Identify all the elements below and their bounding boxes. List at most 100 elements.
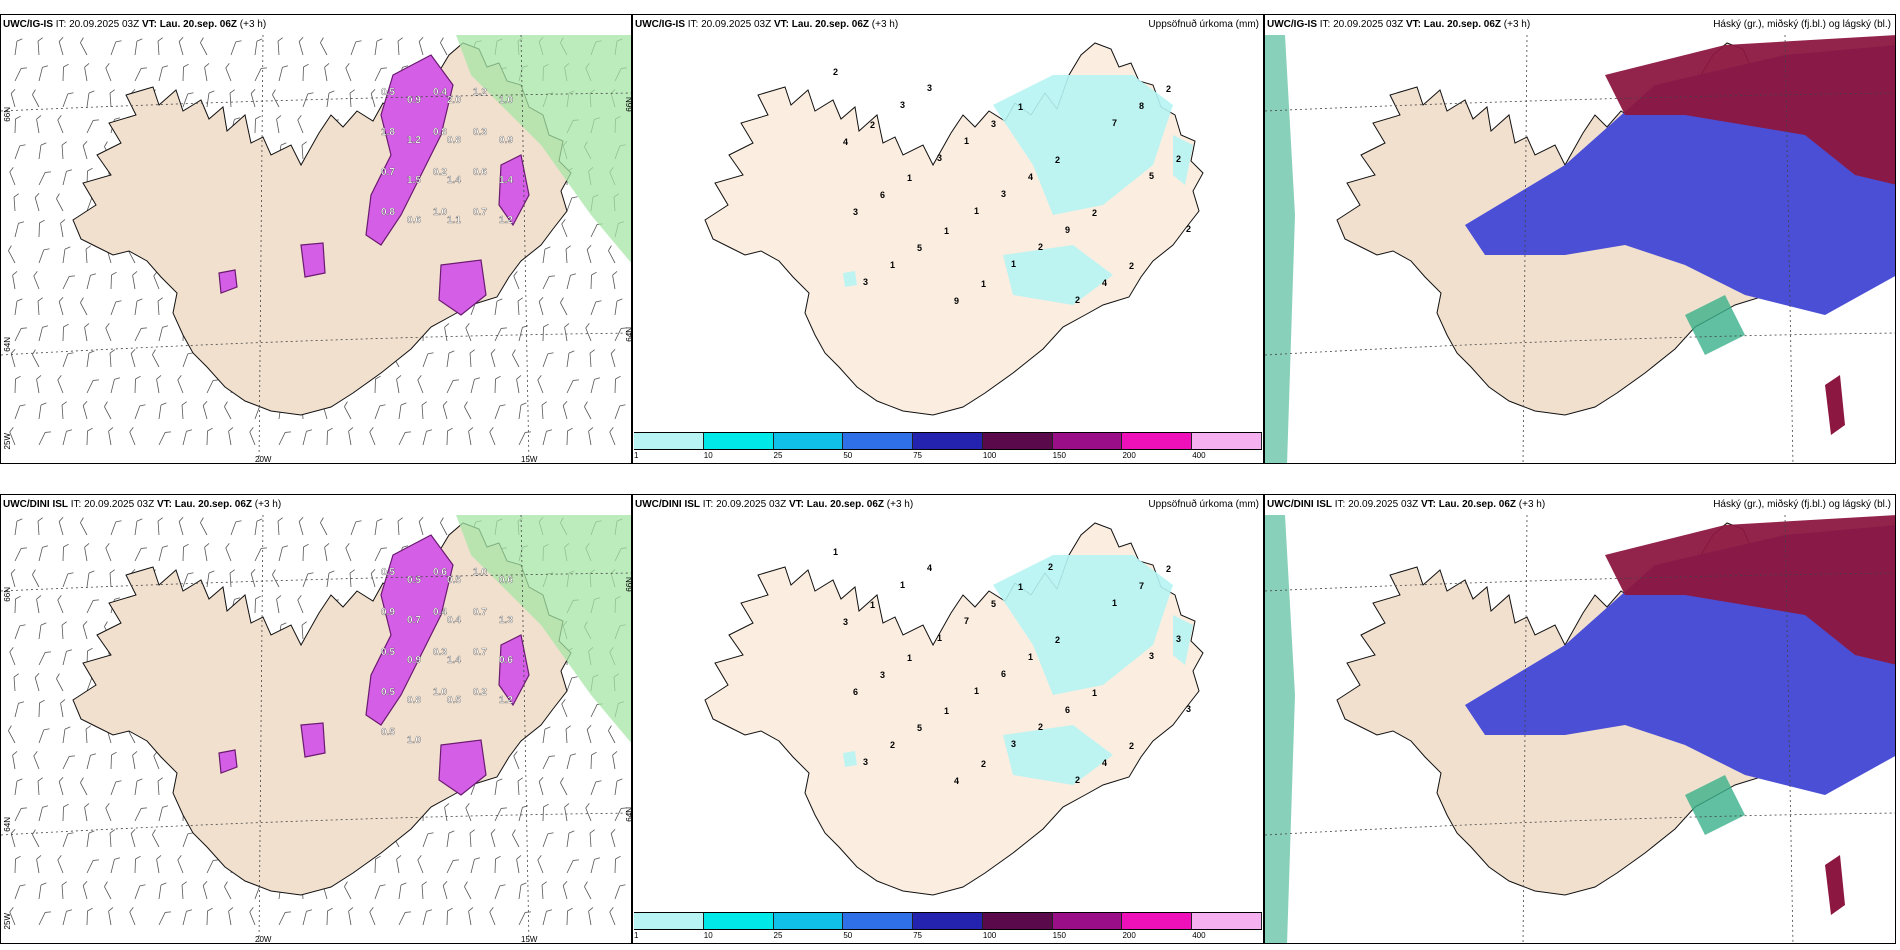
precip-blob <box>438 739 487 796</box>
barb-flag <box>499 404 506 407</box>
precip-blob <box>218 749 238 774</box>
barb-shaft <box>349 93 352 108</box>
barb-flag <box>8 725 12 731</box>
barb-flag <box>444 803 450 808</box>
wind-barb <box>494 855 501 874</box>
wind-barb <box>254 595 261 614</box>
barb-shaft <box>566 860 574 874</box>
barb-flag <box>105 543 110 549</box>
precip-number-label: 2 <box>981 759 986 769</box>
barb-shaft <box>277 521 280 536</box>
barb-flag <box>157 777 164 782</box>
barb-flag <box>303 543 309 548</box>
barb-flag <box>66 169 73 172</box>
barb-flag <box>595 300 602 303</box>
wind-barb <box>86 830 95 848</box>
colorbar-swatch <box>1052 913 1123 929</box>
barb-flag <box>80 517 84 523</box>
barb-shaft <box>344 406 352 420</box>
wind-barb <box>157 297 164 316</box>
barb-flag <box>513 751 518 757</box>
barb-shaft <box>396 859 400 874</box>
barb-shaft <box>250 573 256 588</box>
wind-barb <box>132 271 138 290</box>
wind-barb <box>442 881 448 900</box>
wind-barb <box>278 65 289 82</box>
precip-number-label: 3 <box>1176 634 1181 644</box>
barb-flag <box>42 325 49 328</box>
barb-flag <box>621 327 627 329</box>
wind-barb <box>418 37 424 56</box>
wind-barb <box>130 829 136 848</box>
wind-barb <box>62 246 71 264</box>
barb-flag <box>426 429 433 432</box>
barb-flag <box>114 117 121 120</box>
barb-shaft <box>470 859 475 874</box>
wind-barb <box>61 401 68 420</box>
precip-value-label: 1.0 <box>499 95 513 106</box>
barb-flag <box>9 647 14 653</box>
precip-number-label: 1 <box>1011 259 1016 269</box>
wind-barb <box>542 429 553 446</box>
barb-flag <box>156 375 162 380</box>
barb-flag <box>256 38 263 42</box>
wind-barb <box>254 518 263 536</box>
barb-flag <box>157 297 164 302</box>
wind-barb <box>494 807 507 822</box>
barb-flag <box>88 830 95 834</box>
wind-barb <box>61 881 68 900</box>
barb-shaft <box>297 599 304 614</box>
lat-label-66: 66N <box>3 587 12 602</box>
wind-barb <box>272 569 280 588</box>
barb-flag <box>213 859 219 861</box>
barb-shaft <box>512 834 520 848</box>
barb-shaft <box>206 860 214 874</box>
wind-barb <box>134 884 146 900</box>
barb-shaft <box>108 431 112 446</box>
wind-barb <box>585 803 592 822</box>
barb-flag <box>570 273 577 276</box>
panel-subtitle: Uppsöfnuð úrkoma (mm) <box>1148 19 1259 30</box>
barb-flag <box>13 193 20 198</box>
wind-barb <box>58 517 64 536</box>
barb-shaft <box>512 354 520 368</box>
barb-shaft <box>105 67 112 82</box>
precip-number-label: 3 <box>863 277 868 287</box>
barb-shaft <box>276 599 280 614</box>
barb-flag <box>285 431 291 433</box>
precip-value-label: 0.4 <box>433 87 447 98</box>
barb-flag <box>543 803 549 808</box>
wind-barb <box>38 699 45 718</box>
barb-shaft <box>465 807 472 822</box>
colorbar-swatch <box>703 433 774 449</box>
barb-shaft <box>134 548 142 562</box>
precip-number-label: 1 <box>833 547 838 557</box>
wind-barb <box>134 38 143 56</box>
wind-barb <box>62 63 69 82</box>
barb-flag <box>21 327 27 329</box>
barb-shaft <box>37 781 40 796</box>
barb-flag <box>444 323 450 328</box>
wind-barb <box>278 545 289 562</box>
wind-barb <box>156 375 162 394</box>
wind-barb <box>586 725 592 744</box>
wind-barb <box>542 275 555 290</box>
barb-shaft <box>254 41 258 56</box>
barb-flag <box>160 402 167 406</box>
wind-barb <box>610 349 616 368</box>
barb-shaft <box>344 886 352 900</box>
wind-barb <box>108 427 114 446</box>
wind-barb <box>86 907 93 926</box>
barb-flag <box>61 621 68 626</box>
wind-barb <box>36 855 42 874</box>
barb-shaft <box>489 431 496 446</box>
barb-flag <box>36 855 42 860</box>
barb-flag <box>595 780 602 783</box>
wind-barb <box>542 832 554 848</box>
wind-barb <box>202 881 208 900</box>
barb-flag <box>571 196 578 199</box>
barb-shaft <box>494 405 501 420</box>
barb-shaft <box>612 275 616 290</box>
precip-overlay <box>843 555 1193 785</box>
barb-shaft <box>614 885 621 900</box>
